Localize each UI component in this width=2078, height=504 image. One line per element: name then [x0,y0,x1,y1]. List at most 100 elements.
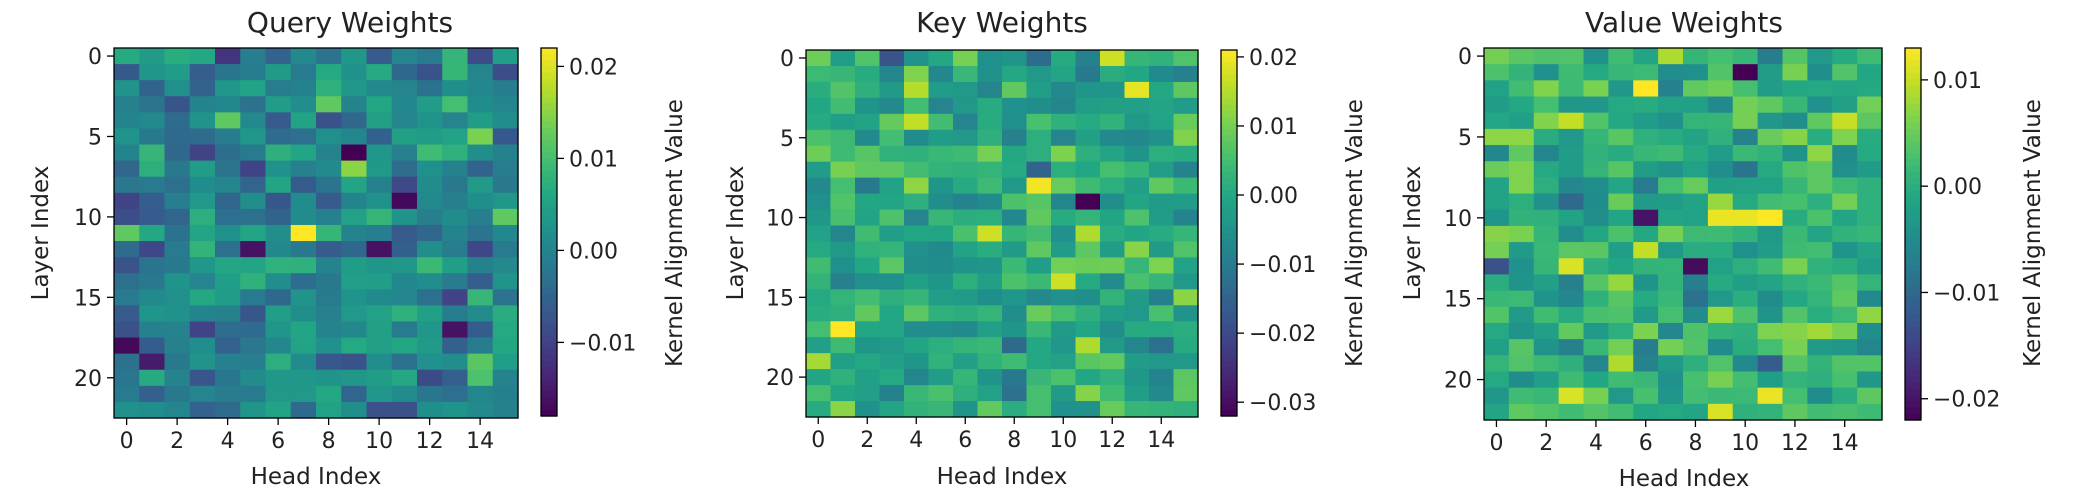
colorbar-segment [541,311,557,319]
heatmap-cell [1608,258,1634,276]
heatmap-cell [1757,112,1784,130]
colorbar-segment [1905,351,1921,359]
heatmap-cell [1026,257,1052,274]
heatmap-cell [240,353,267,371]
heatmap-cell [1002,289,1028,306]
heatmap-cell [1732,112,1759,130]
plot-frame [805,49,1199,418]
heatmap-cell [467,144,494,162]
heatmap-cell [1558,339,1585,356]
heatmap-cell [1683,306,1709,324]
heatmap-cell [290,257,317,274]
heatmap-cell [164,112,191,130]
x-tick-label: 10 [1731,431,1759,456]
heatmap-cell [1100,209,1126,227]
heatmap-cell [1732,290,1759,308]
heatmap-cell [1002,241,1028,259]
heatmap-cell [1707,209,1734,227]
heatmap-cell [928,145,954,163]
heatmap-cell [855,241,881,259]
heatmap-cell [265,192,292,210]
heatmap-cell [139,369,166,387]
x-tick-label: 6 [271,429,285,454]
heatmap-cell [391,48,418,65]
heatmap-cell [1124,97,1150,115]
colorbar-segment [1221,111,1237,118]
heatmap-cell [1558,48,1585,65]
heatmap-cell [341,160,368,178]
heatmap-cell [341,48,368,65]
heatmap-cell [1707,274,1734,292]
heatmap-cell [1583,225,1609,243]
heatmap-cell [164,48,191,65]
heatmap-cell [1832,290,1858,308]
heatmap-cell [1173,321,1199,338]
heatmap-cell [189,192,216,210]
heatmap-cell [1633,274,1659,292]
heatmap-cell [830,241,856,259]
heatmap-cell [1583,242,1609,259]
heatmap-cell [1075,241,1101,259]
heatmap-cell [316,192,342,210]
heatmap-cell [114,64,140,81]
heatmap-cell [391,224,418,242]
heatmap-cell [1002,401,1028,418]
heatmap-cell [492,353,519,371]
heatmap-cell [928,305,954,322]
heatmap-cell [391,160,418,178]
heatmap-cell [1149,145,1175,163]
colorbar-segment [541,268,557,276]
colorbar-segment [1905,265,1921,272]
heatmap-cell [240,224,267,242]
heatmap-cell [1658,290,1684,308]
heatmap-cell [1807,242,1833,259]
heatmap-cell [1683,403,1709,421]
heatmap-cell [1173,305,1199,322]
heatmap-cell [830,257,856,274]
heatmap-cell [1026,97,1052,115]
heatmap-cell [467,401,494,419]
colorbar-segment [541,97,557,104]
heatmap-cell [467,337,494,355]
heatmap-cell [164,353,191,371]
heatmap-cell [1075,177,1101,195]
heatmap-cell [316,224,342,242]
heatmap-cell [114,112,140,130]
heatmap-cell [855,289,881,306]
heatmap-cell [290,385,317,403]
heatmap-cell [1832,64,1858,81]
heatmap-cell [164,192,191,210]
heatmap-cell [1173,113,1199,131]
heatmap-cell [1857,258,1883,276]
colorbar-segment [1905,141,1921,148]
heatmap-cell [1857,64,1883,81]
heatmap-cell [1558,80,1585,98]
heatmap-cell [467,369,494,387]
heatmap-cell [830,177,856,195]
colorbar-segment [1905,190,1921,198]
heatmap-cell [139,80,166,97]
heatmap-cell [879,353,905,370]
heatmap-cell [1707,161,1734,178]
heatmap-cell [240,241,267,258]
colorbar-tick-label: 0.00 [1933,175,1982,200]
chart-title: Key Weights [916,6,1088,39]
heatmap-cell [855,353,881,370]
heatmap-cell [1173,241,1199,259]
heatmap-cell [1173,65,1199,83]
colorbar-segment [541,366,557,374]
heatmap-cell [1508,128,1535,146]
heatmap-cell [114,192,140,210]
heatmap-cell [977,193,1003,211]
heatmap-cell [1707,96,1734,114]
colorbar-segment [1905,227,1921,235]
heatmap-cell [977,225,1003,243]
heatmap-cell [1075,161,1101,179]
heatmap-cell [806,241,832,259]
y-tick-label: 20 [766,366,794,391]
heatmap-cell [442,208,469,226]
heatmap-cell [316,305,342,323]
heatmap-cell [265,112,292,130]
colorbar-label: Kernel Alignment Value [662,99,688,367]
x-tick-label: 4 [909,428,923,453]
